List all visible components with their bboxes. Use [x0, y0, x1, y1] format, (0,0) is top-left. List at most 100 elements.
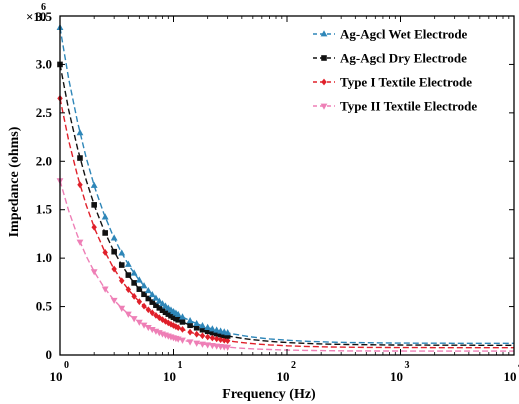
data-point — [102, 249, 108, 256]
y-tick-label: 3.0 — [36, 56, 52, 71]
data-point — [187, 328, 193, 336]
data-point — [145, 295, 152, 302]
data-point — [141, 302, 147, 310]
data-point — [144, 286, 152, 294]
data-point — [111, 248, 117, 255]
data-point — [213, 335, 220, 343]
legend-marker — [320, 30, 328, 37]
data-point — [174, 310, 182, 318]
series-0 — [56, 23, 514, 344]
data-point — [131, 280, 137, 286]
data-point — [186, 317, 194, 324]
y-tick-label: 0 — [46, 347, 53, 362]
data-point — [149, 299, 156, 305]
legend-item-3: Type II Textile Electrode — [313, 99, 477, 114]
legend-item-0: Ag-Agcl Wet Electrode — [313, 27, 468, 42]
data-point — [204, 323, 212, 330]
data-point — [76, 129, 84, 136]
data-point — [179, 337, 186, 344]
x-tick-label: 10 — [163, 369, 176, 384]
data-point — [111, 265, 117, 273]
data-point — [213, 330, 220, 337]
legend-label: Type II Textile Electrode — [340, 99, 477, 114]
data-point — [77, 181, 83, 189]
data-point — [199, 326, 206, 333]
data-point — [224, 333, 231, 339]
data-point — [118, 249, 126, 256]
data-point — [130, 269, 138, 276]
data-point — [118, 305, 126, 312]
data-point — [118, 262, 125, 268]
data-point — [204, 333, 211, 341]
y-axis-title: Impedance (ohms) — [7, 126, 22, 237]
data-point — [144, 324, 152, 332]
data-point — [193, 319, 201, 327]
data-point — [179, 313, 186, 320]
data-point — [90, 181, 98, 188]
data-point — [90, 269, 98, 276]
data-point — [193, 330, 200, 338]
data-point — [213, 326, 221, 333]
legend-item-2: Type I Textile Electrode — [313, 75, 472, 90]
data-point — [101, 213, 109, 220]
data-point — [125, 272, 132, 278]
data-point — [175, 324, 181, 332]
y-tick-label: 1.5 — [36, 202, 53, 217]
y-axis-multiplier: ×10 — [26, 9, 46, 24]
legend-marker — [320, 103, 328, 110]
data-point — [224, 337, 231, 345]
data-point — [131, 292, 137, 300]
data-point — [217, 331, 224, 338]
legend-marker — [321, 55, 327, 61]
x-tick-label: 10 — [390, 369, 403, 384]
legend-item-1: Ag-Agcl Dry Electrode — [313, 51, 467, 66]
data-point — [140, 282, 148, 289]
data-point — [199, 332, 206, 340]
data-point — [91, 223, 97, 231]
data-point — [77, 155, 83, 161]
data-point — [204, 342, 212, 349]
data-point — [199, 322, 206, 329]
data-point — [179, 319, 186, 325]
series-1 — [57, 61, 514, 346]
data-point — [193, 340, 201, 347]
data-point — [209, 334, 216, 342]
data-point — [101, 286, 109, 293]
data-point — [224, 329, 232, 336]
x-tick-exponent: 1 — [178, 360, 183, 371]
plot-frame — [59, 15, 515, 356]
data-point — [125, 286, 132, 293]
data-point — [145, 306, 152, 314]
data-point — [124, 260, 132, 267]
data-point — [204, 328, 211, 335]
x-tick-exponent: 2 — [291, 360, 296, 371]
x-tick-label: 10 — [277, 369, 290, 384]
data-point — [148, 290, 156, 298]
data-point — [136, 286, 143, 292]
data-point — [162, 309, 169, 316]
data-point — [209, 329, 216, 336]
x-tick-exponent: 0 — [64, 360, 69, 371]
legend: Ag-Agcl Wet Electrode Ag-Agcl Dry Electro… — [313, 27, 477, 114]
data-point — [148, 326, 156, 334]
data-point — [187, 322, 193, 329]
legend-label: Ag-Agcl Dry Electrode — [340, 51, 467, 66]
data-point — [124, 311, 132, 318]
y-tick-label: 1.0 — [36, 250, 52, 265]
y-tick-label: 2.5 — [36, 105, 53, 120]
data-point — [168, 320, 174, 328]
data-point — [130, 316, 138, 323]
series-line — [59, 27, 514, 344]
data-point — [110, 234, 118, 241]
data-point — [208, 325, 216, 332]
data-point — [135, 319, 143, 326]
data-point — [140, 322, 148, 329]
legend-label: Ag-Agcl Wet Electrode — [340, 27, 468, 42]
y-axis-multiplier-exponent: 6 — [41, 2, 46, 13]
data-point — [159, 307, 166, 314]
data-point — [175, 316, 181, 323]
y-tick-label: 3.5 — [36, 9, 53, 24]
data-point — [102, 230, 108, 236]
data-point — [135, 276, 143, 283]
data-point — [159, 316, 166, 324]
